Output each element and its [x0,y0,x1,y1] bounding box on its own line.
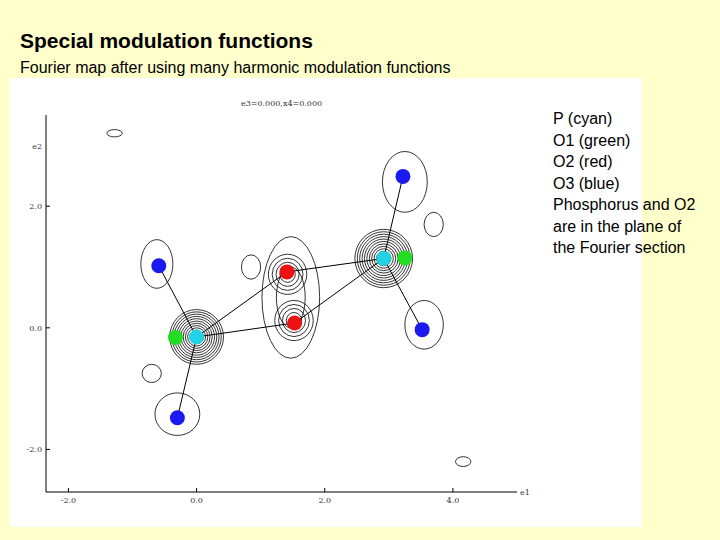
contour [364,239,402,278]
contour [372,246,396,270]
bond [295,259,384,323]
x-tick-label: 0.0 [190,496,203,505]
bond [384,176,403,258]
slide: Special modulation functions Fourier map… [0,0,720,540]
atom [287,315,302,330]
x-tick [196,488,197,492]
y-axis [46,115,47,492]
x-tick-label: 2.0 [318,496,331,505]
x-tick-label: -2.0 [61,496,76,505]
slide-subtitle: Fourier map after using many harmonic mo… [20,59,450,77]
contour [141,240,173,289]
section-label: e3=0.000,x4=0.000 [241,99,322,108]
contour [181,321,212,353]
y-tick-label: 2.0 [29,202,42,211]
legend: P (cyan)O1 (green)O2 (red)O3 (blue)Phosp… [553,108,703,259]
contour [241,255,260,279]
slide-title: Special modulation functions [20,29,313,53]
contour [377,251,391,266]
contour [382,151,427,212]
x-tick [452,488,453,492]
legend-entry: O3 (blue) [553,173,703,195]
y-tick [46,327,50,328]
contour [275,300,313,340]
contour [272,258,303,290]
contour [179,319,215,355]
bond [197,323,295,337]
legend-entry: P (cyan) [553,108,703,130]
bond [159,266,197,337]
y-tick-label: -2.0 [27,445,42,454]
note: Phosphorus and O2 are in the plane of th… [553,194,703,259]
contour [276,262,299,286]
contour [369,244,398,273]
x-tick [68,488,69,492]
contour [374,249,393,268]
atom [376,251,391,266]
contour [155,393,200,436]
contour [188,328,206,346]
contour [107,130,122,137]
bond [197,272,287,337]
contour [367,241,401,275]
bond [384,259,422,330]
x-tick-label: 4.0 [447,496,460,505]
y-tick-label: 0.0 [29,324,42,333]
plot-marks [107,130,471,467]
legend-entry: O1 (green) [553,130,703,152]
y-tick [46,206,50,207]
y-axis-label: e2 [32,142,42,151]
contour [183,323,210,350]
x-axis [46,492,517,493]
contour [279,304,310,336]
y-tick [46,449,50,450]
contour [185,326,207,349]
contour [268,254,306,294]
atom [279,264,294,279]
contour [190,330,203,344]
x-axis-label: e1 [520,488,530,497]
atom [170,410,185,425]
atom [415,322,430,337]
atom [168,330,183,345]
contour [424,212,443,236]
plot-panel [10,78,642,527]
contour [282,308,305,332]
bond [177,337,196,418]
atom [395,169,410,184]
fourier-map: -2.0 0.0 2.0 4.0 -2.0 0.0 2.0 e1 e2 e3=0.000,x4=0… [0,0,720,540]
contour [142,364,161,382]
contour [262,237,320,359]
contour [455,457,470,467]
atom [397,250,412,265]
contour [355,229,413,287]
atom [189,329,204,344]
legend-entry: O2 (red) [553,151,703,173]
bond [287,259,384,272]
atom [151,258,166,273]
x-tick [324,488,325,492]
